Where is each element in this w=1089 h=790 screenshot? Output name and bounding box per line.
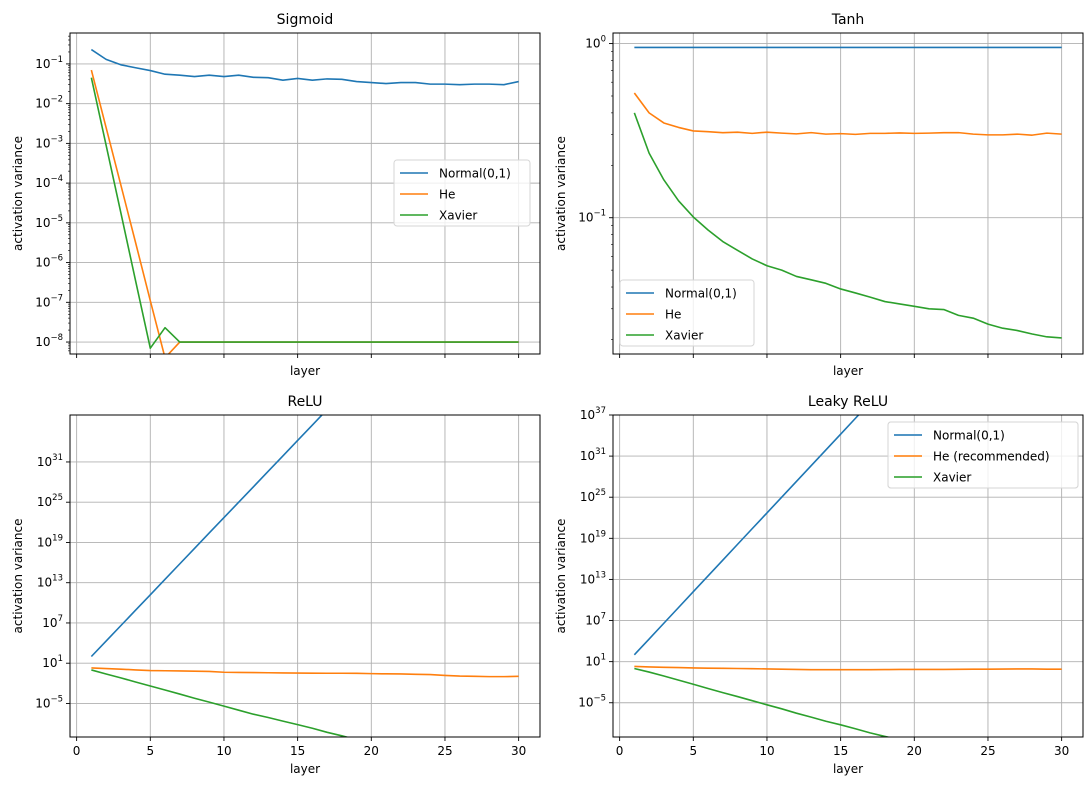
- y-tick-label: 1031: [580, 447, 606, 463]
- series-line-he-recommended: [91, 667, 519, 678]
- x-tick-label: 10: [759, 744, 774, 758]
- x-tick-label: 15: [290, 744, 305, 758]
- y-tick-label: 1025: [37, 493, 63, 509]
- x-tick-label: 5: [689, 744, 697, 758]
- x-tick-label: 30: [511, 744, 526, 758]
- legend-label: Xavier: [933, 471, 971, 485]
- axes-frame: [612, 32, 1084, 355]
- y-tick-label: 10−5: [35, 694, 63, 710]
- y-tick-label: 1019: [580, 529, 606, 545]
- series-line-xavier: [633, 112, 1062, 339]
- y-axis-label: activation variance: [554, 519, 568, 634]
- chart-title: Sigmoid: [277, 12, 334, 28]
- x-tick-label: 30: [1054, 744, 1069, 758]
- legend-box: [887, 421, 1079, 489]
- y-tick-label: 10−4: [35, 174, 63, 190]
- y-tick-label: 10−1: [578, 209, 606, 225]
- y-tick-label: 1019: [37, 533, 63, 549]
- subplot-sigmoid: 10−8 10−7 10−6 10−5 10−4 10−3 10−2 10−1 Sigmoid l…: [11, 12, 541, 378]
- legend-label: He: [439, 188, 455, 202]
- legend-label: Xavier: [439, 209, 477, 223]
- y-tick-label: 10−5: [35, 214, 63, 230]
- series-line-normal-0-1: [90, 48, 519, 86]
- x-axis-label: layer: [833, 762, 863, 776]
- series-line-xavier: [634, 667, 891, 737]
- y-tick-label: 10−3: [35, 134, 63, 150]
- y-axis-label: activation variance: [11, 519, 25, 634]
- y-axis-label: activation variance: [11, 136, 25, 251]
- y-tick-label: 1031: [37, 453, 63, 469]
- y-tick-label: 10−6: [35, 254, 63, 270]
- legend-label: Normal(0,1): [439, 167, 511, 181]
- legend-label: Normal(0,1): [933, 429, 1005, 443]
- y-tick-label: 10−1: [35, 55, 63, 71]
- chart-title: Tanh: [831, 12, 865, 28]
- axes-frame: [612, 414, 1084, 738]
- x-axis-label: layer: [833, 364, 863, 378]
- x-tick-label: 20: [907, 744, 922, 758]
- x-tick-label: 25: [437, 744, 452, 758]
- legend-label: He (recommended): [933, 450, 1050, 464]
- legend: Normal(0,1) He Xavier: [619, 279, 755, 347]
- y-tick-label: 101: [42, 654, 63, 670]
- subplot-leaky-relu: 0 5 10 15 20 25 30 10−5 101 107 1013 1019 1025 1031 10…: [554, 394, 1084, 776]
- y-tick-label: 101: [585, 653, 606, 669]
- x-tick-label: 15: [833, 744, 848, 758]
- legend: Normal(0,1) He Xavier: [393, 159, 531, 227]
- legend-box: [393, 159, 531, 227]
- legend: Normal(0,1) He (recommended) Xavier: [887, 421, 1079, 489]
- y-tick-label: 10−5: [578, 694, 606, 710]
- y-tick-label: 1013: [37, 574, 63, 590]
- x-tick-label: 0: [73, 744, 81, 758]
- y-tick-label: 107: [42, 614, 63, 630]
- series-line-xavier: [90, 77, 519, 349]
- y-tick-label: 1025: [580, 488, 606, 504]
- y-tick-label: 107: [585, 612, 606, 628]
- legend-label: He: [665, 308, 681, 322]
- series-line-he: [633, 92, 1062, 136]
- x-axis-label: layer: [290, 762, 320, 776]
- y-tick-label: 10−8: [35, 333, 63, 349]
- chart-title: Leaky ReLU: [808, 394, 888, 410]
- chart-title: ReLU: [287, 394, 322, 410]
- legend-box: [619, 279, 755, 347]
- y-tick-label: 10−7: [35, 293, 63, 309]
- legend-label: Xavier: [665, 329, 703, 343]
- series-line-normal-0-1: [90, 415, 324, 658]
- y-axis-label: activation variance: [554, 136, 568, 251]
- y-tick-label: 1013: [580, 570, 606, 586]
- x-axis-label: layer: [290, 364, 320, 378]
- x-tick-label: 10: [216, 744, 231, 758]
- gridlines: [70, 415, 540, 737]
- x-tick-label: 20: [364, 744, 379, 758]
- series-line-he-recommended: [634, 665, 1062, 671]
- axes-frame: [69, 414, 541, 738]
- x-tick-label: 0: [616, 744, 624, 758]
- y-tick-label: 10−2: [35, 95, 63, 111]
- x-tick-label: 25: [980, 744, 995, 758]
- x-tick-label: 5: [146, 744, 154, 758]
- series-line-normal-0-1: [633, 415, 860, 656]
- y-tick-label: 1037: [580, 406, 606, 422]
- subplot-tanh: 10−1 100 Tanh layer activation variance Norma…: [554, 12, 1084, 378]
- y-tick-label: 100: [585, 35, 606, 51]
- series-line-xavier: [91, 669, 350, 737]
- axes-frame: [69, 32, 541, 355]
- legend-label: Normal(0,1): [665, 287, 737, 301]
